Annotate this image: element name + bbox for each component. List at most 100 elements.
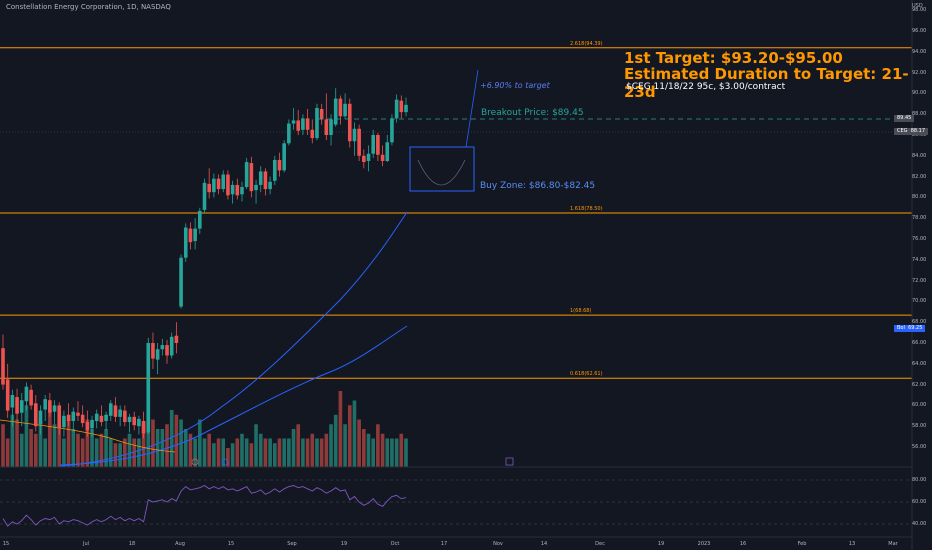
candle-body [230,184,235,195]
candle-body [5,379,10,411]
rsi-pane [0,479,912,527]
candle-body [390,118,394,143]
price-tick-label: 86.00 [912,132,927,138]
candle-body [272,159,277,181]
candle-body [254,184,258,191]
candle-body [235,184,240,196]
volume-bar [174,414,179,467]
candle-body [362,155,366,163]
volume-bar [43,438,47,467]
time-tick-label: Oct [390,541,400,547]
volume-bar [249,443,254,467]
volume-bar [113,443,118,467]
candle-body [179,257,183,307]
candle-body [99,415,104,423]
last-price-value: 88.17 [910,128,926,134]
volume-bar [66,419,71,467]
volume-bar [183,429,188,467]
candle-body [85,422,90,431]
time-tick-label: 13 [848,541,856,547]
candle-body [123,410,127,423]
volume-bar [221,438,226,467]
volume-bar [282,438,286,467]
candle-body [249,163,254,192]
volume-bar [38,419,43,467]
volume-bar [99,433,104,467]
dividend-marker[interactable] [221,458,229,466]
volume-bar [362,429,366,467]
candle-body [315,107,319,139]
time-tick-label: 19 [657,541,665,547]
time-tick-label: Aug [175,541,185,547]
volume-bar [198,419,202,467]
candle-body [338,98,343,117]
time-tick-label: 2023 [697,541,711,547]
candle-body [174,335,179,343]
volume-bar [169,410,174,467]
price-tick-label: 58.00 [912,423,927,430]
earnings-marker[interactable] [191,458,199,466]
candle-body [333,98,338,125]
candle-body [113,405,118,417]
time-tick-label: 15 [227,541,235,547]
volume-bar [10,414,15,467]
volume-bar [287,438,291,467]
volume-bar [338,391,343,467]
candle-body [183,227,188,258]
candle-body [193,228,197,242]
volume-bar [235,438,240,467]
event-marker[interactable] [505,457,514,466]
breakout-price-badge: 89.45 [894,115,915,122]
moving-averages [0,211,408,467]
target-text: 1st Target: $93.20-$95.00 [624,49,843,67]
volume-bar [48,410,52,467]
volume-bar [385,438,390,467]
volume-bar [254,424,258,467]
candle-body [216,178,221,190]
volume-bar [272,443,277,467]
volume-bar [160,429,165,467]
candle-body [155,349,160,360]
breakout-text: Breakout Price: $89.45 [481,108,584,118]
candle-body [198,210,202,229]
time-tick-label: Feb [797,541,807,547]
candle-body [104,414,108,421]
volume-bar [357,419,361,467]
volume-bar [212,443,216,467]
volume-bar [90,429,94,467]
candle-body [305,118,310,130]
candle-body [301,118,305,130]
candle-body [62,415,66,428]
volume-bar [5,438,10,467]
candle-body [343,103,347,117]
volume-bar [15,419,19,467]
candle-body [380,154,385,161]
volume-bar [108,438,113,467]
price-tick-label: 72.00 [912,277,927,284]
volume-bar [137,438,141,467]
volume-bar [399,433,404,467]
price-tick-label: 68.00 [912,319,927,326]
volume-bar [380,433,385,467]
price-tick-label: 76.00 [912,236,927,242]
target-arrow [465,69,479,148]
volume-bar [390,438,394,467]
ma-value-badge: Bol 69.25 [894,325,926,332]
candle-body [404,104,408,113]
duration-text: Estimated Duration to Target: 21-23d [624,65,909,101]
volume-bar [52,424,57,467]
time-tick-label: Sep [287,541,297,547]
buy-zone-box [409,146,475,192]
candle-body [329,119,333,135]
candle-body [43,399,47,410]
time-tick-label: 18 [128,541,136,547]
candle-body [38,410,43,425]
candle-body [399,100,404,113]
volume-bar [305,438,310,467]
ma-badge-label: Bol [897,325,905,331]
candle-body [287,123,291,144]
volume-bar [24,405,29,467]
candle-body [90,419,94,429]
